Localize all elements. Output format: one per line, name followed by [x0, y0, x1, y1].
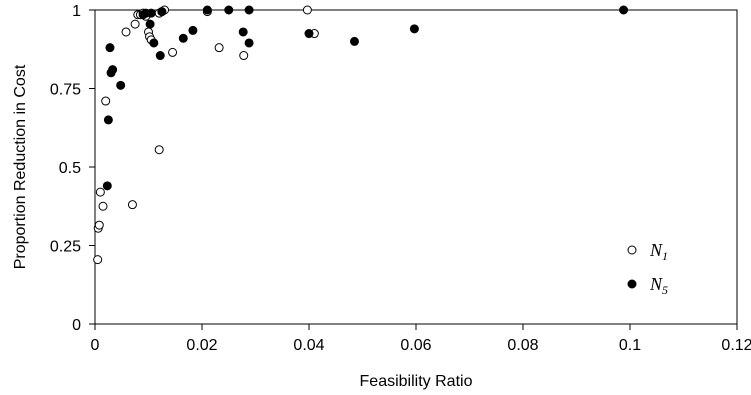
- legend-label-n1-main: N: [649, 240, 663, 260]
- y-tick-label: 0: [72, 317, 81, 334]
- point-n5: [149, 38, 159, 48]
- point-n5: [238, 27, 248, 37]
- point-n5: [102, 181, 112, 191]
- point-n1: [95, 187, 105, 197]
- point-n5: [304, 29, 314, 39]
- y-tick-label: 0.25: [50, 239, 81, 256]
- point-n1: [93, 255, 103, 265]
- point-n1: [101, 96, 111, 106]
- point-n5: [178, 33, 188, 43]
- point-n1: [168, 47, 178, 57]
- point-n1: [302, 5, 312, 15]
- point-n5: [202, 5, 212, 15]
- point-n5: [155, 51, 165, 61]
- axes: [89, 9, 738, 330]
- point-n5: [157, 7, 167, 17]
- y-tick-label: 1: [72, 3, 81, 20]
- point-n5: [409, 24, 419, 34]
- y-tick-label: 0.5: [59, 160, 81, 177]
- data-points: [93, 5, 629, 265]
- point-n1: [154, 145, 164, 155]
- point-n5: [244, 5, 254, 15]
- point-n5: [224, 5, 234, 15]
- legend-label-n5-sub: 5: [662, 283, 668, 297]
- legend-label-n5: N5: [649, 274, 668, 297]
- point-n1: [94, 220, 104, 230]
- legend: N1 N5: [627, 240, 668, 297]
- x-tick-label: 0.02: [186, 337, 217, 354]
- point-n5: [146, 8, 156, 18]
- x-tick-label: 0.04: [293, 337, 324, 354]
- point-n5: [244, 38, 254, 48]
- legend-marker-n5: [627, 279, 637, 289]
- point-n5: [108, 65, 118, 75]
- point-n5: [145, 19, 155, 29]
- plot-frame: [94, 9, 738, 325]
- point-n1: [214, 43, 224, 53]
- point-n5: [105, 43, 115, 53]
- legend-label-n5-main: N: [649, 274, 663, 294]
- legend-label-n1: N1: [649, 240, 668, 263]
- point-n1: [130, 19, 140, 29]
- point-n5: [116, 80, 126, 90]
- x-tick-label: 0.08: [507, 337, 538, 354]
- x-tick-label: 0.12: [721, 337, 751, 354]
- y-tick-label: 0.75: [50, 82, 81, 99]
- point-n5: [103, 115, 113, 125]
- point-n1: [121, 27, 131, 37]
- point-n5: [188, 25, 198, 35]
- x-tick-label: 0: [91, 337, 100, 354]
- point-n1: [98, 201, 108, 211]
- x-tick-label: 0.1: [619, 337, 641, 354]
- x-tick-label: 0.06: [400, 337, 431, 354]
- point-n1: [239, 51, 249, 61]
- y-axis-label: Proportion Reduction in Cost: [12, 64, 29, 269]
- legend-label-n1-sub: 1: [662, 249, 668, 263]
- point-n5: [619, 5, 629, 15]
- point-n5: [349, 36, 359, 46]
- point-n1: [127, 200, 137, 210]
- legend-marker-n1: [627, 245, 637, 255]
- tick-labels: 0 0.02 0.04 0.06 0.08 0.1 0.12 0 0.25 0.5 0.75 1: [50, 3, 751, 354]
- x-axis-label: Feasibility Ratio: [360, 373, 473, 390]
